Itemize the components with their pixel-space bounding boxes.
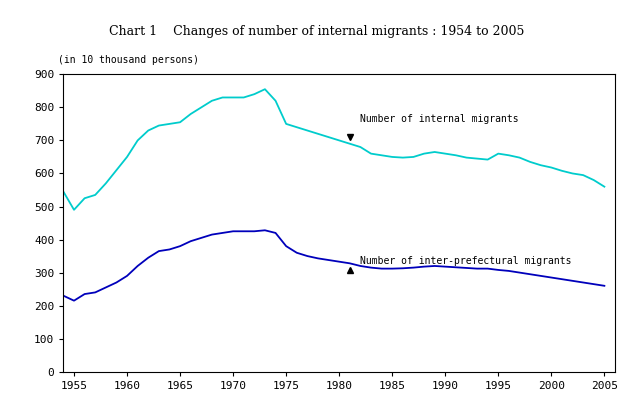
Text: (in 10 thousand persons): (in 10 thousand persons) xyxy=(58,55,199,65)
Text: Chart 1    Changes of number of internal migrants : 1954 to 2005: Chart 1 Changes of number of internal mi… xyxy=(109,25,525,38)
Text: Number of inter-prefectural migrants: Number of inter-prefectural migrants xyxy=(360,256,572,266)
Text: Number of internal migrants: Number of internal migrants xyxy=(360,114,519,124)
